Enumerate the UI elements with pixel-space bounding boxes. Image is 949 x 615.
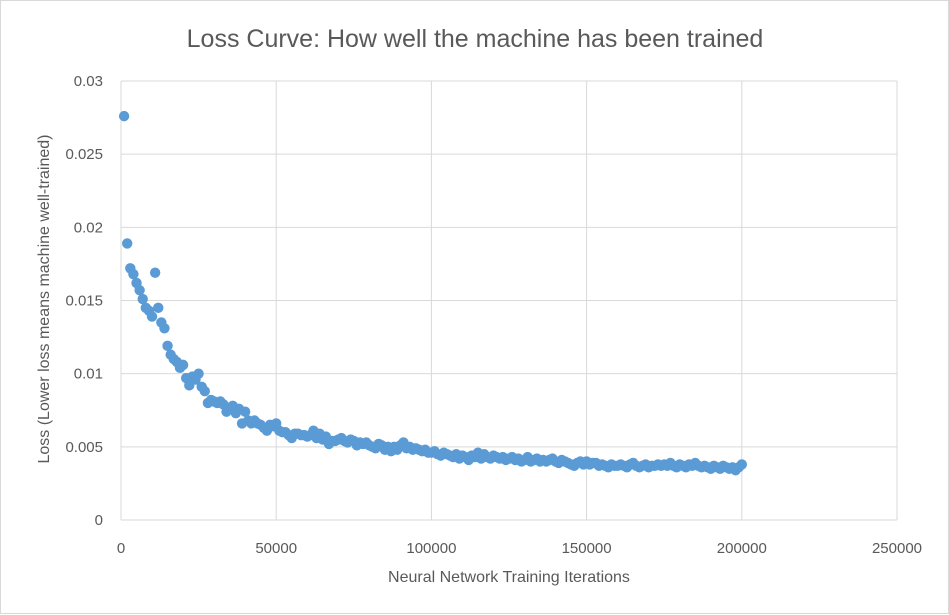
data-points bbox=[118, 110, 747, 476]
x-axis-tick-labels: 0 50000 100000 150000 200000 250000 bbox=[117, 540, 922, 557]
x-tick-label: 50000 bbox=[255, 540, 297, 557]
x-tick-label: 250000 bbox=[872, 540, 922, 557]
x-tick-label: 100000 bbox=[406, 540, 456, 557]
y-tick-label: 0.025 bbox=[65, 146, 103, 163]
x-axis-title: Neural Network Training Iterations bbox=[388, 569, 630, 586]
data-point bbox=[199, 386, 211, 397]
data-point bbox=[128, 268, 139, 280]
y-axis-title: Loss (Lower loss means machine well-trai… bbox=[36, 134, 53, 463]
data-point bbox=[134, 285, 145, 296]
gridlines bbox=[120, 80, 898, 521]
y-tick-label: 0.02 bbox=[74, 219, 103, 236]
data-point bbox=[736, 459, 747, 470]
data-point bbox=[149, 267, 161, 278]
data-point bbox=[239, 406, 251, 417]
data-point bbox=[137, 293, 148, 305]
y-tick-label: 0.03 bbox=[74, 73, 103, 90]
data-point bbox=[122, 238, 133, 249]
y-tick-label: 0 bbox=[95, 512, 103, 529]
data-point bbox=[159, 323, 170, 334]
data-point bbox=[153, 302, 164, 314]
y-tick-label: 0.005 bbox=[65, 439, 103, 456]
x-tick-label: 200000 bbox=[717, 540, 767, 557]
y-axis-tick-labels: 0 0.005 0.01 0.015 0.02 0.025 0.03 bbox=[65, 73, 103, 529]
x-tick-label: 0 bbox=[117, 540, 125, 557]
data-point bbox=[193, 368, 204, 379]
data-point bbox=[118, 110, 130, 122]
y-tick-label: 0.01 bbox=[74, 366, 103, 383]
data-point bbox=[146, 311, 158, 322]
x-tick-label: 150000 bbox=[562, 540, 612, 557]
data-point bbox=[162, 340, 173, 352]
chart-title: Loss Curve: How well the machine has bee… bbox=[187, 25, 764, 53]
y-tick-label: 0.015 bbox=[65, 293, 103, 310]
data-point bbox=[177, 359, 189, 371]
